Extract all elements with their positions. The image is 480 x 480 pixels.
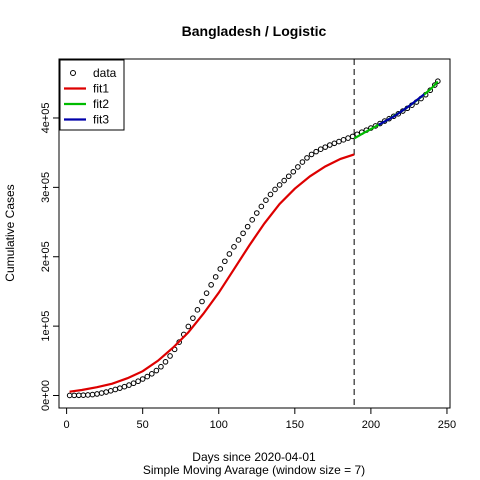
fit3-line bbox=[377, 93, 425, 126]
data-point bbox=[98, 390, 105, 396]
data-point bbox=[199, 298, 205, 305]
legend-symbol bbox=[70, 70, 76, 76]
data-point bbox=[317, 146, 324, 152]
data-point bbox=[276, 182, 283, 188]
data-point bbox=[75, 392, 82, 399]
y-tick-label: 1e+05 bbox=[40, 311, 52, 342]
data-point bbox=[94, 391, 100, 397]
x-tick-label: 50 bbox=[137, 419, 149, 431]
data-point bbox=[149, 370, 155, 377]
chart-subtitle: Simple Moving Avarage (window size = 7) bbox=[143, 463, 365, 477]
fit2-line bbox=[353, 80, 439, 140]
data-point bbox=[258, 203, 265, 210]
data-point bbox=[121, 383, 128, 390]
data-point bbox=[290, 168, 297, 175]
data-point bbox=[162, 359, 169, 365]
data-point bbox=[285, 173, 292, 180]
data-point bbox=[299, 159, 306, 165]
data-point bbox=[89, 391, 96, 398]
data-point bbox=[130, 380, 137, 387]
data-point bbox=[331, 140, 338, 147]
data-point bbox=[226, 251, 233, 257]
legend-label: data bbox=[93, 66, 117, 80]
x-tick-label: 250 bbox=[438, 419, 456, 431]
data-point bbox=[435, 78, 441, 85]
data-point bbox=[431, 82, 438, 88]
data-point bbox=[85, 392, 91, 398]
y-tick-label: 3e+05 bbox=[40, 172, 52, 203]
x-tick-label: 200 bbox=[362, 419, 380, 431]
x-tick-label: 100 bbox=[210, 419, 228, 431]
x-axis: 0 50 100 150 200 250 bbox=[64, 408, 456, 431]
data-point bbox=[158, 363, 164, 370]
data-point bbox=[349, 133, 356, 140]
legend-label: fit2 bbox=[93, 97, 109, 111]
data-point bbox=[126, 382, 132, 388]
y-axis-label: Cumulative Cases bbox=[3, 184, 17, 281]
data-point bbox=[185, 323, 192, 330]
fit1-line bbox=[69, 153, 355, 393]
data-point bbox=[244, 223, 251, 230]
y-tick-label: 4e+05 bbox=[40, 103, 52, 134]
legend-label: fit3 bbox=[93, 113, 109, 127]
y-axis: 0e+00 1e+05 2e+05 3e+05 4e+05 bbox=[40, 103, 59, 411]
data-point bbox=[281, 177, 287, 184]
data-point bbox=[231, 244, 237, 250]
data-point bbox=[103, 389, 109, 395]
data-series bbox=[66, 78, 441, 399]
x-tick-label: 0 bbox=[64, 419, 70, 431]
data-point bbox=[253, 210, 260, 216]
data-point bbox=[208, 282, 214, 288]
data-point bbox=[235, 237, 242, 243]
data-point bbox=[117, 385, 123, 391]
plot-area bbox=[58, 58, 451, 409]
data-point bbox=[263, 197, 269, 203]
data-point bbox=[336, 138, 342, 145]
x-tick-label: 150 bbox=[286, 419, 304, 431]
data-point bbox=[327, 142, 333, 148]
data-point bbox=[135, 378, 141, 385]
data-point bbox=[190, 315, 196, 321]
data-point bbox=[80, 392, 87, 398]
data-point bbox=[322, 144, 329, 150]
data-point bbox=[267, 191, 274, 198]
data-point bbox=[212, 274, 219, 280]
y-tick-label: 2e+05 bbox=[40, 241, 52, 272]
data-point bbox=[217, 266, 224, 272]
data-point bbox=[112, 386, 119, 393]
chart-title: Bangladesh / Logistic bbox=[182, 23, 327, 39]
data-point bbox=[167, 353, 173, 359]
data-point bbox=[66, 392, 73, 399]
data-point bbox=[295, 164, 301, 170]
data-point bbox=[153, 367, 160, 374]
data-point bbox=[240, 230, 246, 237]
fit-series bbox=[69, 80, 439, 393]
data-point bbox=[313, 148, 319, 155]
data-point bbox=[203, 290, 210, 296]
data-point bbox=[272, 186, 278, 193]
data-point bbox=[345, 135, 351, 141]
data-point bbox=[308, 151, 315, 158]
data-point bbox=[194, 307, 201, 313]
data-point bbox=[304, 155, 310, 161]
y-tick-label: 0e+00 bbox=[40, 380, 52, 411]
data-point bbox=[107, 387, 114, 394]
x-axis-label: Days since 2020-04-01 bbox=[192, 450, 316, 464]
data-point bbox=[222, 258, 228, 265]
data-point bbox=[176, 339, 182, 345]
legend-label: fit1 bbox=[93, 82, 109, 96]
data-point bbox=[144, 373, 151, 380]
data-point bbox=[340, 137, 347, 143]
data-point bbox=[71, 392, 78, 399]
data-point bbox=[139, 376, 146, 382]
data-point bbox=[249, 217, 256, 223]
